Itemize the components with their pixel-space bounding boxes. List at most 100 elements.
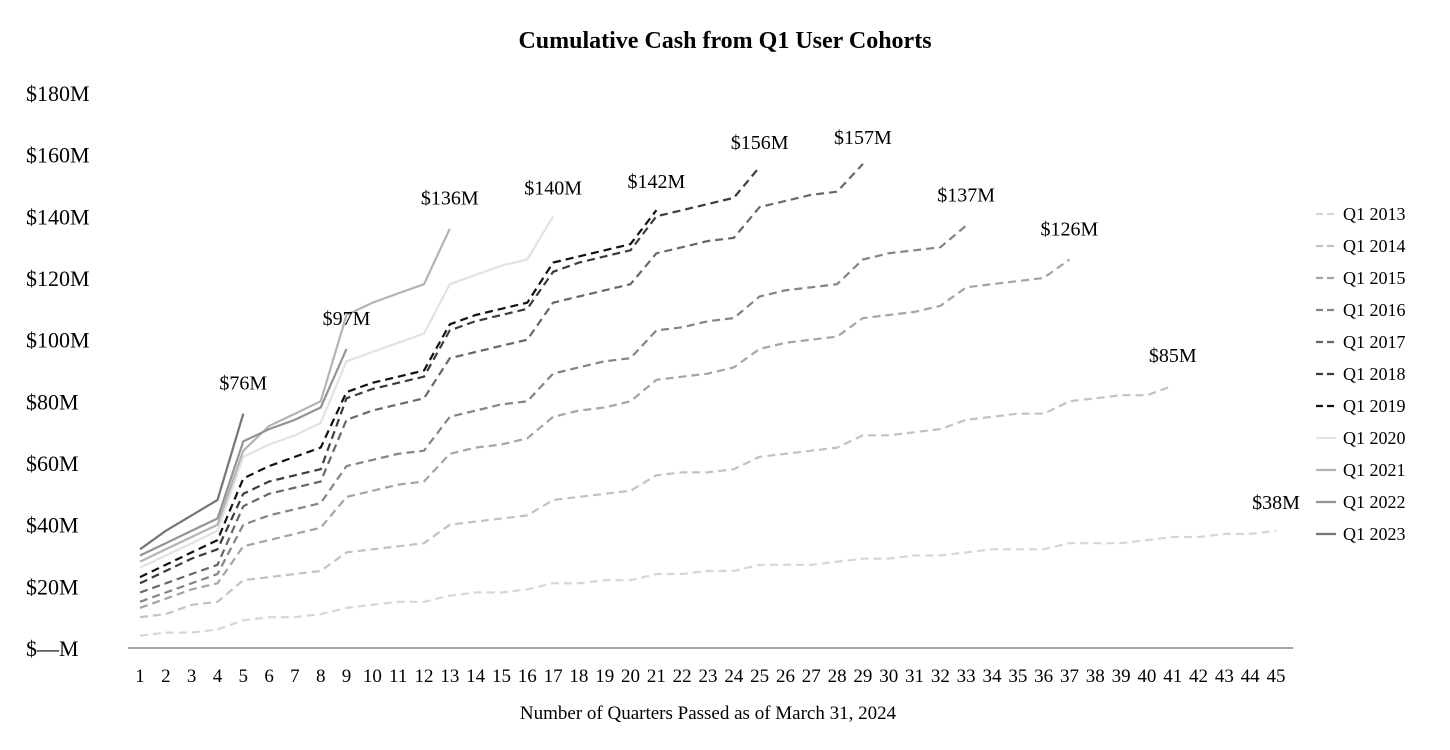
series-line	[139, 163, 864, 594]
legend-label: Q1 2018	[1343, 364, 1406, 384]
legend: Q1 2013 Q1 2014 Q1 2015 Q1 2016 Q1 2017 Q1 20…	[1316, 204, 1406, 544]
series-line	[139, 258, 1071, 609]
x-tick-label: 45	[1267, 666, 1286, 687]
series-line	[139, 166, 761, 585]
x-tick-label: 6	[264, 666, 274, 687]
y-tick-label: $180M	[26, 81, 90, 106]
legend-label: Q1 2016	[1343, 300, 1406, 320]
x-tick-label: 22	[673, 666, 692, 687]
series-end-label: $157M	[834, 127, 892, 149]
legend-label: Q1 2020	[1343, 428, 1406, 448]
x-tick-label: 21	[647, 666, 666, 687]
legend-item: Q1 2022	[1316, 492, 1406, 512]
series-line	[139, 413, 245, 551]
x-tick-label: 44	[1241, 666, 1261, 687]
x-tick-label: 37	[1060, 666, 1079, 687]
x-tick-label: 4	[213, 666, 223, 687]
series-end-label: $156M	[731, 132, 789, 154]
legend-label: Q1 2017	[1343, 332, 1406, 352]
x-tick-label: 23	[699, 666, 718, 687]
series-line	[139, 215, 555, 569]
x-tick-label: 19	[595, 666, 614, 687]
x-tick-label: 11	[389, 666, 407, 687]
x-tick-label: 24	[724, 666, 744, 687]
x-tick-label: 16	[518, 666, 537, 687]
x-tick-label: 34	[983, 666, 1003, 687]
legend-label: Q1 2019	[1343, 396, 1406, 416]
legend-item: Q1 2019	[1316, 396, 1406, 416]
series-line	[139, 529, 1277, 637]
x-tick-label: 12	[415, 666, 434, 687]
y-tick-label: $120M	[26, 266, 90, 291]
x-tick-label: 15	[492, 666, 511, 687]
end-labels: $38M $85M $126M $137M $157M $156M $142M $140M $1…	[219, 127, 1300, 514]
x-tick-label: 39	[1112, 666, 1131, 687]
y-tick-label: $20M	[26, 574, 79, 599]
x-tick-label: 42	[1189, 666, 1208, 687]
legend-item: Q1 2021	[1316, 460, 1406, 480]
x-tick-label: 1	[135, 666, 145, 687]
series-end-label: $137M	[937, 185, 995, 207]
legend-item: Q1 2020	[1316, 428, 1406, 448]
x-tick-label: 41	[1163, 666, 1182, 687]
series-line	[139, 384, 1174, 619]
legend-label: Q1 2013	[1343, 204, 1406, 224]
series-end-label: $97M	[323, 308, 371, 330]
chart-title: Cumulative Cash from Q1 User Cohorts	[518, 28, 931, 54]
series-line	[139, 228, 451, 563]
legend-item: Q1 2017	[1316, 332, 1406, 352]
y-tick-label: $60M	[26, 451, 79, 476]
x-tick-label: 17	[544, 666, 563, 687]
legend-label: Q1 2021	[1343, 460, 1406, 480]
x-tick-label: 5	[239, 666, 249, 687]
x-tick-label: 30	[879, 666, 898, 687]
y-tick-label: $140M	[26, 204, 90, 229]
y-axis: $—M $20M $40M $60M $80M $100M $120M $140M $160M $…	[26, 81, 90, 661]
x-tick-label: 32	[931, 666, 950, 687]
x-tick-label: 29	[853, 666, 872, 687]
x-tick-label: 3	[187, 666, 197, 687]
x-tick-label: 38	[1086, 666, 1105, 687]
x-tick-label: 10	[363, 666, 382, 687]
series-end-label: $136M	[421, 188, 479, 210]
x-tick-label: 36	[1034, 666, 1053, 687]
series-line	[139, 209, 658, 579]
x-tick-label: 33	[957, 666, 976, 687]
x-tick-label: 31	[905, 666, 924, 687]
x-tick-label: 40	[1137, 666, 1156, 687]
x-tick-label: 13	[440, 666, 459, 687]
x-tick-label: 8	[316, 666, 326, 687]
x-tick-label: 27	[802, 666, 821, 687]
x-tick-label: 9	[342, 666, 352, 687]
y-tick-label: $160M	[26, 143, 90, 168]
legend-item: Q1 2018	[1316, 364, 1406, 384]
y-tick-label: $—M	[26, 636, 79, 661]
y-tick-label: $40M	[26, 513, 79, 538]
legend-item: Q1 2013	[1316, 204, 1406, 224]
legend-item: Q1 2016	[1316, 300, 1406, 320]
y-tick-label: $80M	[26, 389, 79, 414]
x-tick-label: 14	[466, 666, 486, 687]
legend-item: Q1 2014	[1316, 236, 1406, 256]
legend-item: Q1 2015	[1316, 268, 1406, 288]
series-end-label: $126M	[1041, 219, 1099, 241]
series-end-label: $85M	[1149, 345, 1197, 367]
x-tick-label: 43	[1215, 666, 1234, 687]
x-tick-label: 18	[569, 666, 588, 687]
x-tick-label: 7	[290, 666, 300, 687]
series-line	[139, 224, 967, 603]
x-tick-label: 2	[161, 666, 171, 687]
legend-label: Q1 2022	[1343, 492, 1406, 512]
series-end-label: $76M	[219, 373, 267, 395]
legend-label: Q1 2015	[1343, 268, 1406, 288]
x-axis: 1 2 3 4 5 6 7 8 9 10 11 12 13 14 15 16 17 18 19 20 21 22 23 24 2…	[135, 666, 1285, 687]
x-tick-label: 26	[776, 666, 795, 687]
x-tick-label: 20	[621, 666, 640, 687]
legend-label: Q1 2014	[1343, 236, 1406, 256]
series-lines	[139, 163, 1277, 637]
legend-item: Q1 2023	[1316, 524, 1406, 544]
x-axis-label: Number of Quarters Passed as of March 31…	[520, 703, 897, 724]
x-tick-label: 35	[1008, 666, 1027, 687]
